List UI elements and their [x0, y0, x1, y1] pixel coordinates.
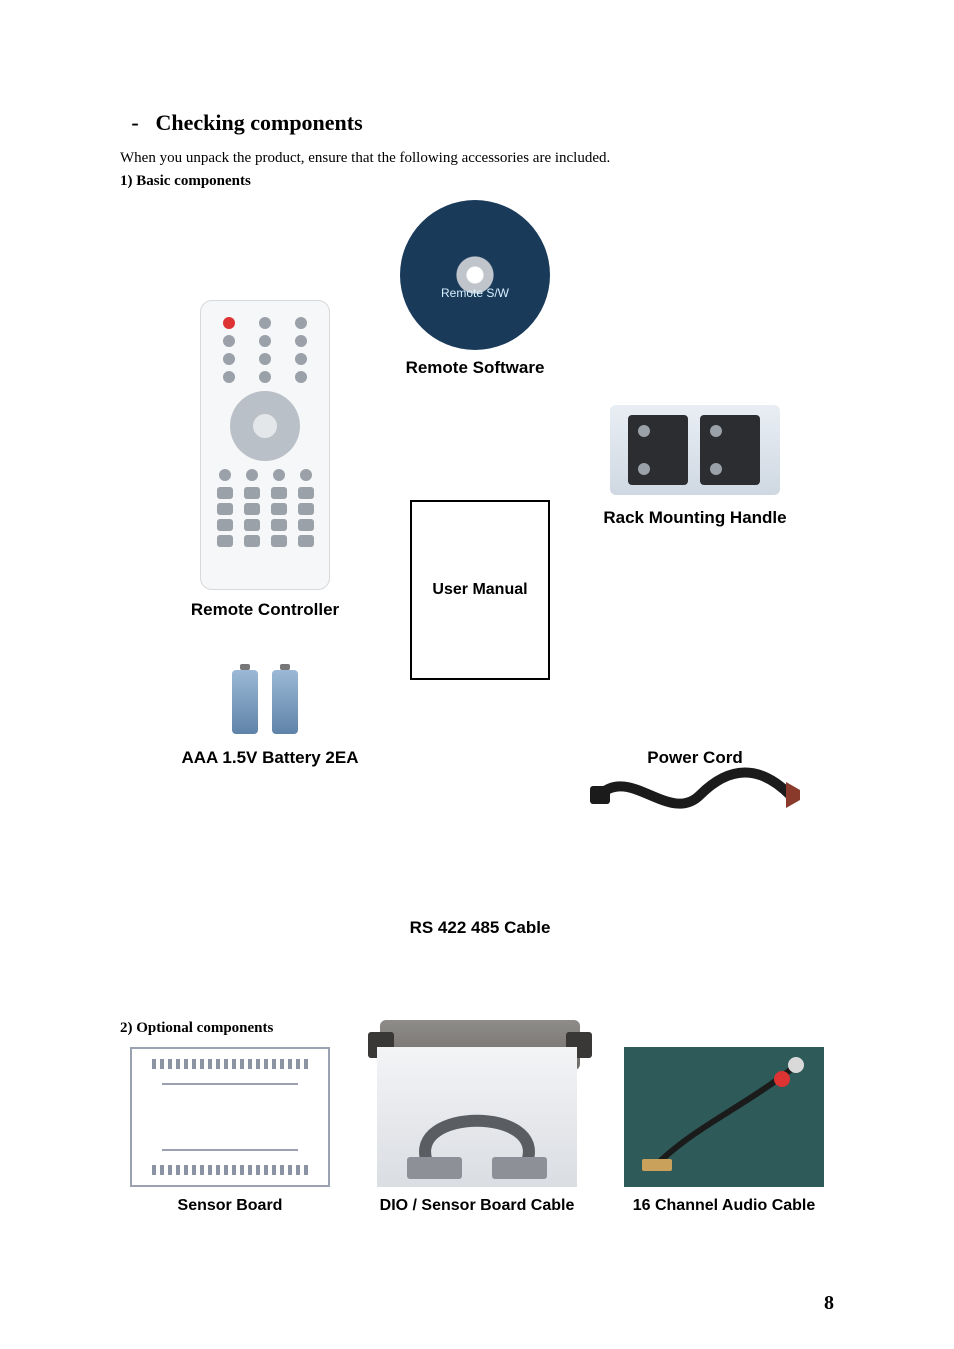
audio-cable-icon — [624, 1047, 824, 1187]
audio-cable-label: 16 Channel Audio Cable — [614, 1197, 834, 1215]
remote-controller-icon — [200, 300, 330, 590]
dio-cable-item: DIO / Sensor Board Cable — [367, 1047, 587, 1215]
power-cord-icon — [590, 760, 800, 830]
remote-controller-label: Remote Controller — [160, 600, 370, 620]
heading-bullet: - — [120, 110, 150, 136]
cd-disc-text: Remote S/W — [400, 286, 550, 300]
dio-cable-icon — [377, 1047, 577, 1187]
optional-components-row: Sensor Board DIO / Sensor Board Cable — [120, 1047, 834, 1215]
batteries-icon — [220, 670, 310, 740]
heading-title: Checking components — [156, 110, 363, 135]
user-manual-inner-label: User Manual — [432, 581, 527, 599]
sensor-board-icon — [130, 1047, 330, 1187]
page-number: 8 — [824, 1292, 834, 1315]
basic-components-figure: Remote S/W Remote Software Remote Contro… — [120, 200, 834, 990]
dio-cable-label: DIO / Sensor Board Cable — [367, 1197, 587, 1215]
section-heading: - Checking components — [120, 110, 834, 136]
sensor-board-item: Sensor Board — [120, 1047, 340, 1215]
rack-handle-icon — [610, 405, 780, 495]
document-page: - Checking components When you unpack th… — [0, 0, 954, 1349]
intro-text: When you unpack the product, ensure that… — [120, 150, 834, 167]
remote-software-label: Remote Software — [380, 358, 570, 378]
rack-handle-label: Rack Mounting Handle — [560, 508, 830, 528]
cd-icon: Remote S/W — [400, 200, 550, 350]
power-cord-label: Power Cord — [620, 748, 770, 768]
user-manual-icon: User Manual — [410, 500, 550, 680]
audio-cable-item: 16 Channel Audio Cable — [614, 1047, 834, 1215]
rs-cable-label: RS 422 485 Cable — [370, 918, 590, 938]
batteries-label: AAA 1.5V Battery 2EA — [150, 748, 390, 768]
sensor-board-label: Sensor Board — [120, 1197, 340, 1215]
basic-components-heading: 1) Basic components — [120, 173, 834, 190]
